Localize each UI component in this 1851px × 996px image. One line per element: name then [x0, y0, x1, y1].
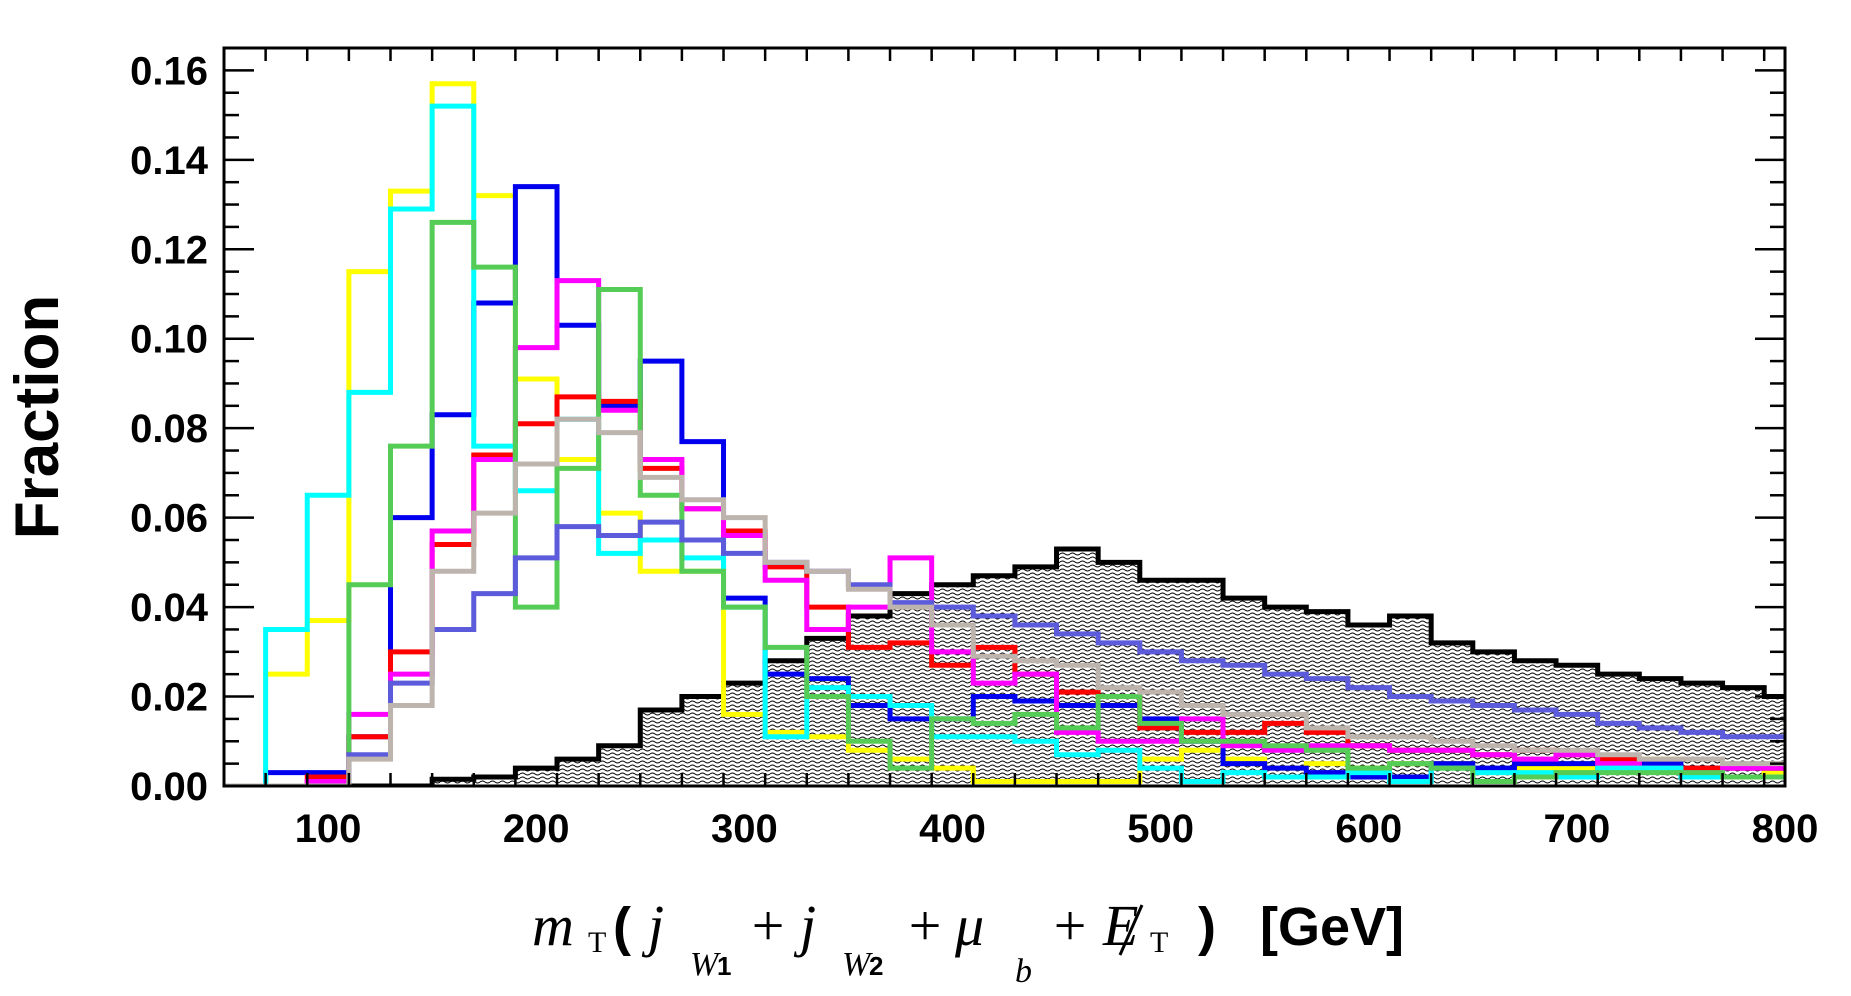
x-label-unit: [GeV] [1260, 897, 1404, 957]
series-tan-grey [224, 416, 1785, 786]
plot-frame [222, 46, 1787, 788]
x-tick-label: 500 [1127, 807, 1194, 851]
x-label-j2-sub-w: W [842, 946, 873, 983]
x-tick-labels: 100 200 300 400 500 600 700 800 [295, 807, 1819, 851]
x-label-met-sub: T [1150, 926, 1168, 959]
x-tick-label: 800 [1752, 807, 1819, 851]
background-fill [224, 548, 1785, 786]
plot-area: 100 200 300 400 500 600 700 800 0.000.020.040.0… [130, 46, 1819, 851]
series-green [224, 219, 1785, 786]
y-tick-label: 0.06 [130, 497, 208, 541]
x-label-mu-sub: b [1015, 953, 1032, 990]
met-slash [1118, 904, 1144, 956]
x-label-close-paren: ) [1198, 897, 1216, 957]
x-label-plus-2: + [905, 893, 944, 958]
axis-ticks [222, 48, 1785, 788]
x-tick-label: 300 [711, 807, 778, 851]
x-label-j2-sub-n: 2 [869, 951, 883, 981]
x-tick-label: 200 [503, 807, 570, 851]
x-label-mu: μ [954, 893, 984, 958]
x-label-j1-sub-w: W [690, 946, 721, 983]
y-tick-label: 0.08 [130, 407, 208, 451]
x-label-plus-1: + [748, 893, 787, 958]
y-tick-label: 0.10 [130, 318, 208, 362]
y-axis-label: Fraction [3, 295, 72, 540]
x-label-m-sub: T [588, 926, 606, 959]
x-label-m: m [532, 893, 574, 958]
background-histogram [224, 546, 1785, 786]
y-tick-labels: 0.00 0.02 0.04 0.06 0.08 0.10 0.12 0.14 0.16 [130, 49, 209, 809]
x-label-j2: j [793, 893, 816, 958]
x-label-j1-sub-n: 1 [717, 951, 731, 981]
signal-histograms [224, 81, 1785, 786]
x-label-open-paren: ( [613, 897, 631, 957]
series-magenta [224, 278, 1785, 786]
y-tick-label: 0.14 [130, 139, 209, 183]
y-tick-label: 0.00 [130, 765, 208, 809]
series-slate-blue [224, 519, 1785, 786]
x-tick-label: 100 [295, 807, 362, 851]
x-tick-label: 400 [919, 807, 986, 851]
x-label-j1: j [641, 893, 664, 958]
x-tick-label: 600 [1335, 807, 1402, 851]
y-tick-label: 0.12 [130, 228, 208, 272]
x-tick-label: 700 [1543, 807, 1610, 851]
y-tick-label: 0.02 [130, 676, 208, 720]
y-tick-label: 0.16 [130, 49, 208, 93]
x-label-plus-3: + [1050, 893, 1089, 958]
y-tick-label: 0.04 [130, 586, 209, 630]
x-axis-label: m T ( j W 1 + j W 2 + μ b + E T ) [GeV] [532, 893, 1404, 990]
